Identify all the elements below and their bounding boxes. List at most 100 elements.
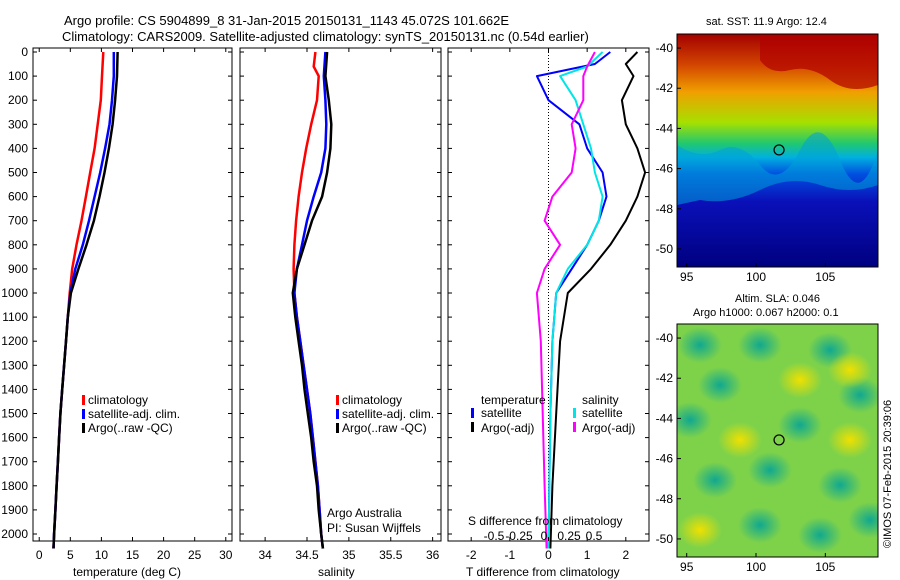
legend-swatch-satellite <box>82 409 85 419</box>
t-diff-x-ticks: -2 -1 0 1 2 <box>466 48 629 562</box>
depth-tick-label: 400 <box>8 141 28 155</box>
sla-anomaly <box>738 507 782 543</box>
sst-map-title: sat. SST: 11.9 Argo: 12.4 <box>706 16 827 28</box>
sla-anomaly <box>677 402 712 438</box>
x-tick-label: 0 <box>545 548 552 562</box>
sla-anomaly <box>848 502 878 538</box>
x-tick-label: 1 <box>584 548 591 562</box>
series-line-argo--adj- <box>535 51 596 549</box>
map-x-tick-label: 105 <box>815 560 835 574</box>
sst-map <box>677 34 878 267</box>
sla-anomaly-blobs <box>677 327 878 553</box>
legend-swatch-s-satellite <box>573 408 576 418</box>
x-tick-label: -1 <box>505 548 516 562</box>
legend-label-t-satellite: satellite <box>481 406 522 420</box>
x-tick-label: 36 <box>426 548 440 562</box>
depth-tick-label: 1400 <box>1 382 28 396</box>
map-x-tick-label: 100 <box>746 560 766 574</box>
sla-map-frame <box>676 323 879 558</box>
series-line-climatology <box>52 51 105 549</box>
depth-tick-label: 2000 <box>1 527 28 541</box>
t-diff-x-label: T difference from climatology <box>466 565 620 579</box>
map-y-tick-label: -48 <box>656 492 674 506</box>
sla-anomaly <box>678 512 722 548</box>
depth-tick-label: 500 <box>8 166 28 180</box>
depth-tick-label: 1600 <box>1 431 28 445</box>
map-y-tick-label: -46 <box>656 162 674 176</box>
x-tick-label: 34 <box>258 548 272 562</box>
legend-label-s-argo: Argo(-adj) <box>582 421 635 435</box>
map-y-tick-label: -40 <box>656 41 674 55</box>
legend-label-s-satellite: satellite <box>582 406 623 420</box>
legend-label-climatology: climatology <box>342 393 402 407</box>
map-x-tick-label: 100 <box>746 270 766 284</box>
sla-anomaly <box>698 367 742 403</box>
x-tick-label: 0 <box>36 548 43 562</box>
map-y-tick-label: -42 <box>656 371 674 385</box>
depth-tick-label: 1100 <box>2 310 28 324</box>
legend-swatch-argo <box>336 423 339 433</box>
x-tick-label: 25 <box>188 548 202 562</box>
sst-front <box>677 132 878 205</box>
sla-anomaly <box>828 422 872 458</box>
sla-anomaly <box>738 327 782 363</box>
salinity-legend: climatology satellite-adj. clim. Argo(..… <box>336 393 434 435</box>
difference-legend: temperature salinity satellite Argo(-adj… <box>471 393 635 435</box>
legend-swatch-climatology <box>82 395 85 405</box>
map-y-tick-label: -50 <box>656 532 674 546</box>
x-tick-label: 20 <box>157 548 171 562</box>
s-diff-top-ticks: -0.5 -0.25 0 0.25 0.5 <box>484 529 603 543</box>
salinity-plot-frame <box>239 47 442 542</box>
depth-tick-label: 1800 <box>1 479 28 493</box>
temperature-series <box>52 51 119 549</box>
x-tick-label: 2 <box>622 548 629 562</box>
salinity-series <box>291 51 333 549</box>
sla-anomaly <box>798 517 842 553</box>
series-line-satellite <box>547 51 604 549</box>
temperature-x-label: temperature (deg C) <box>73 565 181 579</box>
sst-map-ticks: 95 100 105 -40 -42 -44 -46 -48 -50 <box>656 41 836 284</box>
map-y-tick-label: -44 <box>656 121 674 135</box>
temperature-x-ticks: 0 5 10 15 20 25 30 <box>36 48 233 562</box>
s-diff-top-label: S difference from climatology <box>468 514 623 528</box>
legend-group-temperature: temperature <box>481 393 546 407</box>
pi-label: PI: Susan Wijffels <box>327 521 421 535</box>
series-line-argo---raw--qc- <box>291 51 333 549</box>
depth-tick-label: 900 <box>8 262 28 276</box>
argo-australia-label: Argo Australia <box>327 506 402 520</box>
map-x-tick-label: 95 <box>680 560 694 574</box>
legend-label-argo: Argo(..raw -QC) <box>88 421 173 435</box>
depth-axis: 0 100 200 300 400 500 600 700 800 900 1000 1100 1200… <box>1 45 649 541</box>
series-line-satellite-adj--clim- <box>52 52 116 549</box>
argo-position-marker <box>773 434 785 446</box>
x-tick-label: 15 <box>126 548 140 562</box>
sla-map <box>677 324 878 557</box>
legend-swatch-satellite <box>336 409 339 419</box>
sla-map-ticks: 95 100 105 -40 -42 -44 -46 -48 -50 <box>656 331 836 574</box>
sla-anomaly <box>718 422 762 458</box>
sla-map-title: Altim. SLA: 0.046 <box>735 293 820 305</box>
legend-group-salinity: salinity <box>582 393 619 407</box>
imos-timestamp: ©IMOS 07-Feb-2015 20:39:06 <box>882 400 894 548</box>
series-line-argo---raw--qc- <box>52 51 119 549</box>
legend-label-satellite: satellite-adj. clim. <box>88 407 180 421</box>
x-tick-label: 34.5 <box>295 548 319 562</box>
map-x-tick-label: 95 <box>680 270 694 284</box>
sla-anomaly <box>778 407 822 443</box>
difference-series <box>535 51 647 549</box>
depth-tick-label: 700 <box>8 214 28 228</box>
depth-tick-label: 1200 <box>1 334 28 348</box>
sla-anomaly <box>778 362 822 398</box>
depth-tick-label: 1500 <box>1 407 28 421</box>
legend-label-t-argo: Argo(-adj) <box>481 421 534 435</box>
legend-swatch-t-argo <box>471 422 474 432</box>
x-tick-label: 35 <box>342 548 356 562</box>
temperature-legend: climatology satellite-adj. clim. Argo(..… <box>82 393 180 435</box>
depth-tick-label: 1700 <box>1 455 28 469</box>
temperature-plot-frame <box>32 47 233 542</box>
x-tick-label: 35.5 <box>379 548 403 562</box>
series-line-satellite-adj--clim- <box>293 51 328 549</box>
depth-tick-label: 1300 <box>1 358 28 372</box>
sla-anomaly <box>678 327 722 363</box>
